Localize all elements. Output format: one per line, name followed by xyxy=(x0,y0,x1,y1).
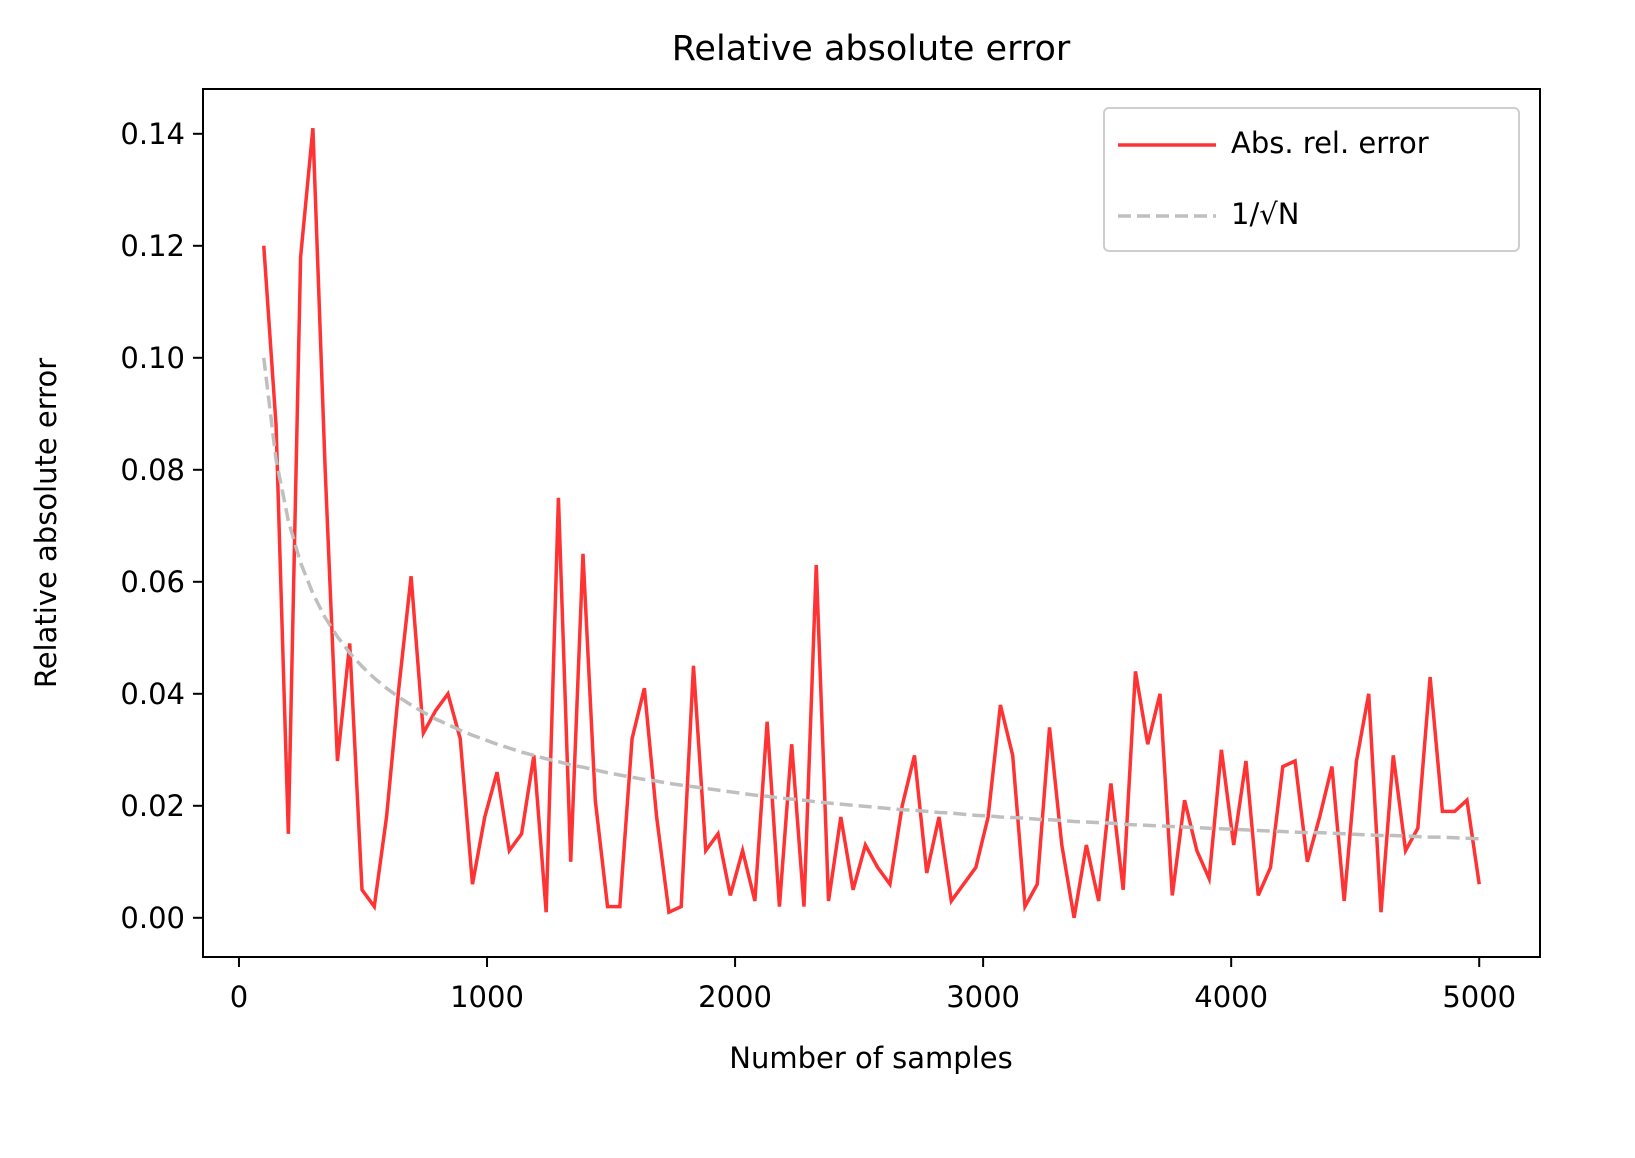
x-tick-label: 0 xyxy=(230,980,248,1014)
y-tick-label: 0.08 xyxy=(120,453,185,487)
y-tick-label: 0.02 xyxy=(120,789,185,823)
x-tick-label: 1000 xyxy=(450,980,524,1014)
plot-frame xyxy=(202,88,1541,958)
y-axis-label: Relative absolute error xyxy=(29,358,63,688)
y-tick-label: 0.12 xyxy=(120,229,185,263)
y-tick-label: 0.10 xyxy=(120,341,185,375)
series-line xyxy=(262,128,1481,919)
y-tick-label: 0.00 xyxy=(120,901,185,935)
series-line xyxy=(262,357,1480,841)
x-tick-label: 4000 xyxy=(1194,980,1268,1014)
y-tick-label: 0.14 xyxy=(120,117,185,151)
x-tick-label: 5000 xyxy=(1442,980,1516,1014)
x-tick-label: 2000 xyxy=(698,980,772,1014)
legend-label: 1/√N xyxy=(1231,197,1299,231)
chart-title: Relative absolute error xyxy=(672,29,1071,69)
legend-label: Abs. rel. error xyxy=(1231,126,1429,160)
x-tick-label: 3000 xyxy=(946,980,1020,1014)
y-tick-label: 0.06 xyxy=(120,565,185,599)
y-tick-label: 0.04 xyxy=(120,677,185,711)
x-axis-label: Number of samples xyxy=(729,1041,1012,1075)
